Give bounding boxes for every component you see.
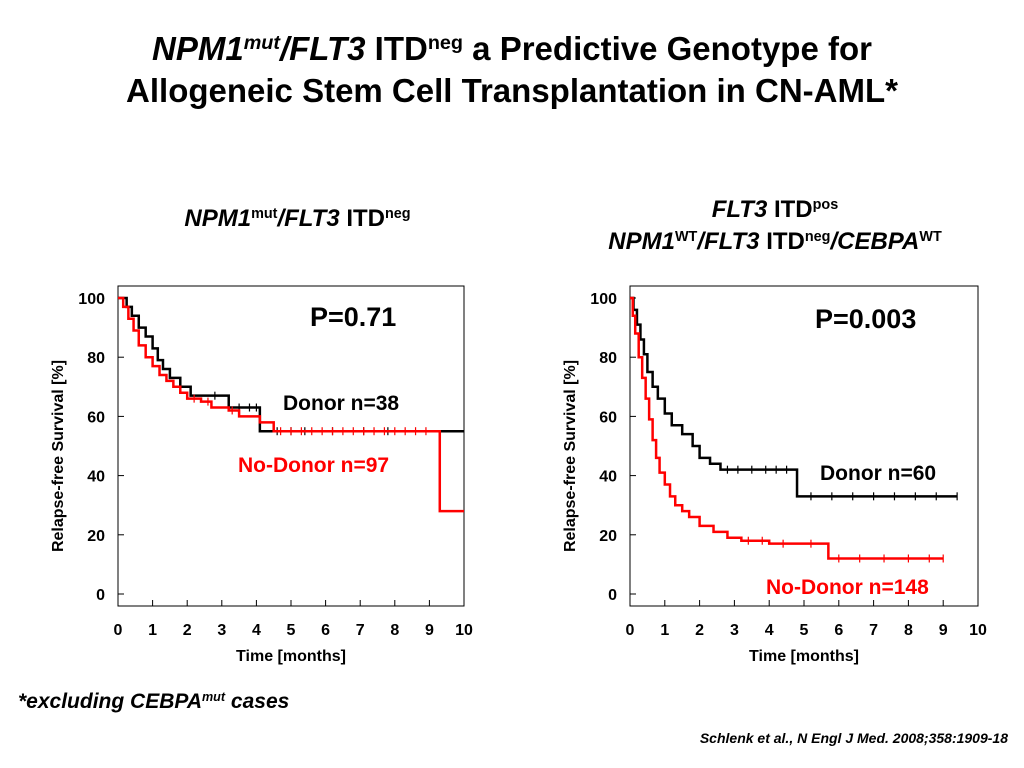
x-tick-label: 7 bbox=[356, 622, 365, 639]
left-gene-flt3: FLT3 bbox=[284, 205, 340, 232]
x-tick-label: 5 bbox=[800, 622, 809, 639]
left-panel-title: NPM1mut/FLT3 ITDneg bbox=[105, 203, 490, 235]
km-curve-donor bbox=[630, 296, 958, 498]
right-sup-neg: neg bbox=[804, 229, 831, 246]
right-sup-pos: pos bbox=[812, 197, 839, 214]
km-curve-donor bbox=[118, 296, 464, 433]
title-slash: / bbox=[279, 30, 290, 67]
x-tick-label: 9 bbox=[939, 622, 948, 639]
title-sup-mut: mut bbox=[243, 32, 280, 55]
y-axis-label: Relapse-free Survival [%] bbox=[50, 360, 67, 552]
x-tick-label: 3 bbox=[730, 622, 739, 639]
x-tick-label: 8 bbox=[904, 622, 913, 639]
title-itd: ITD bbox=[365, 30, 428, 67]
right-slash-2: / bbox=[830, 228, 838, 255]
km-chart-2: 0 20 40 60 80 100 0 1 2 3 4 5 6 7 8 9 10 Time [months] Rel… bbox=[562, 285, 987, 665]
right-sup-wt-2: WT bbox=[919, 229, 942, 246]
title-line-2: Allogeneic Stem Cell Transplantation in … bbox=[126, 72, 898, 109]
right-title-line-2: NPM1WT/FLT3 ITDneg/CEBPAWT bbox=[520, 226, 1024, 258]
y-tick-label: 0 bbox=[96, 587, 105, 604]
x-tick-label: 2 bbox=[695, 622, 704, 639]
x-tick-label: 7 bbox=[869, 622, 878, 639]
y-tick-label: 20 bbox=[87, 528, 105, 545]
right-gene-flt3: FLT3 bbox=[711, 196, 768, 223]
x-tick-label: 9 bbox=[425, 622, 434, 639]
footnote: *excluding CEBPAmut cases bbox=[18, 690, 289, 714]
left-slash: / bbox=[277, 205, 285, 232]
x-tick-label: 6 bbox=[321, 622, 330, 639]
x-tick-label: 4 bbox=[252, 622, 261, 639]
km-chart-1: 0 20 40 60 80 100 0 1 2 3 4 5 6 7 8 9 10 Time [months] Rel… bbox=[50, 285, 473, 665]
plot-frame bbox=[117, 285, 465, 607]
x-tick-label: 1 bbox=[660, 622, 669, 639]
p-value: P=0.003 bbox=[815, 304, 916, 334]
right-panel-title: FLT3 ITDpos NPM1WT/FLT3 ITDneg/CEBPAWT bbox=[520, 194, 1024, 258]
title-gene-flt3: FLT3 bbox=[289, 30, 366, 67]
right-slash-1: / bbox=[697, 228, 704, 255]
title-gene-npm1: NPM1 bbox=[152, 30, 244, 67]
y-tick-label: 20 bbox=[599, 528, 617, 545]
footnote-gene: CEBPA bbox=[130, 690, 202, 713]
footnote-post: cases bbox=[225, 690, 290, 713]
y-tick-label: 80 bbox=[87, 350, 105, 367]
x-tick-label: 8 bbox=[390, 622, 399, 639]
x-tick-label: 10 bbox=[455, 622, 473, 639]
right-gene-cebpa: CEBPA bbox=[837, 228, 920, 255]
x-axis-label: Time [months] bbox=[236, 648, 346, 665]
x-axis-label: Time [months] bbox=[749, 648, 859, 665]
km-curve-no-donor bbox=[630, 296, 944, 560]
x-tick-label: 5 bbox=[287, 622, 296, 639]
left-sup-mut: mut bbox=[251, 206, 278, 223]
y-tick-label: 80 bbox=[599, 350, 617, 367]
right-gene-npm1: NPM1 bbox=[608, 228, 675, 255]
y-tick-label: 100 bbox=[590, 291, 617, 308]
y-tick-label: 60 bbox=[599, 409, 617, 426]
km-curve-no-donor bbox=[118, 296, 464, 513]
y-tick-label: 100 bbox=[78, 291, 105, 308]
right-title-line-1: FLT3 ITDpos bbox=[520, 194, 1024, 226]
left-itd: ITD bbox=[339, 205, 386, 232]
x-tick-label: 0 bbox=[626, 622, 635, 639]
left-gene-npm1: NPM1 bbox=[184, 205, 252, 232]
title-sup-neg: neg bbox=[427, 32, 464, 55]
slide-title: NPM1mut/FLT3 ITDneg a Predictive Genotyp… bbox=[0, 28, 1024, 112]
p-value: P=0.71 bbox=[310, 302, 396, 332]
footnote-pre: *excluding bbox=[18, 690, 131, 713]
x-tick-label: 4 bbox=[765, 622, 774, 639]
title-line-1: NPM1mut/FLT3 ITDneg a Predictive Genotyp… bbox=[0, 28, 1024, 70]
citation: Schlenk et al., N Engl J Med. 2008;358:1… bbox=[699, 730, 1008, 746]
right-itd-2: ITD bbox=[759, 228, 805, 255]
footnote-sup: mut bbox=[201, 690, 226, 705]
series-label-donor: Donor n=60 bbox=[820, 462, 936, 485]
x-tick-label: 2 bbox=[183, 622, 192, 639]
series-label-no-donor: No-Donor n=97 bbox=[238, 454, 389, 477]
x-tick-label: 1 bbox=[148, 622, 157, 639]
right-sup-wt-1: WT bbox=[674, 229, 698, 246]
y-tick-label: 0 bbox=[608, 587, 617, 604]
title-rest: a Predictive Genotype for bbox=[463, 30, 872, 67]
x-tick-label: 6 bbox=[834, 622, 843, 639]
left-sup-neg: neg bbox=[385, 206, 411, 223]
x-tick-label: 0 bbox=[114, 622, 123, 639]
y-tick-label: 40 bbox=[599, 469, 617, 486]
series-label-no-donor: No-Donor n=148 bbox=[766, 576, 929, 599]
x-tick-label: 10 bbox=[969, 622, 987, 639]
y-axis-label: Relapse-free Survival [%] bbox=[562, 360, 579, 552]
right-gene-flt3-2: FLT3 bbox=[703, 228, 760, 255]
x-tick-label: 3 bbox=[217, 622, 226, 639]
y-tick-label: 60 bbox=[87, 409, 105, 426]
right-itd: ITD bbox=[767, 196, 813, 223]
series-label-donor: Donor n=38 bbox=[283, 392, 399, 415]
y-tick-label: 40 bbox=[87, 469, 105, 486]
